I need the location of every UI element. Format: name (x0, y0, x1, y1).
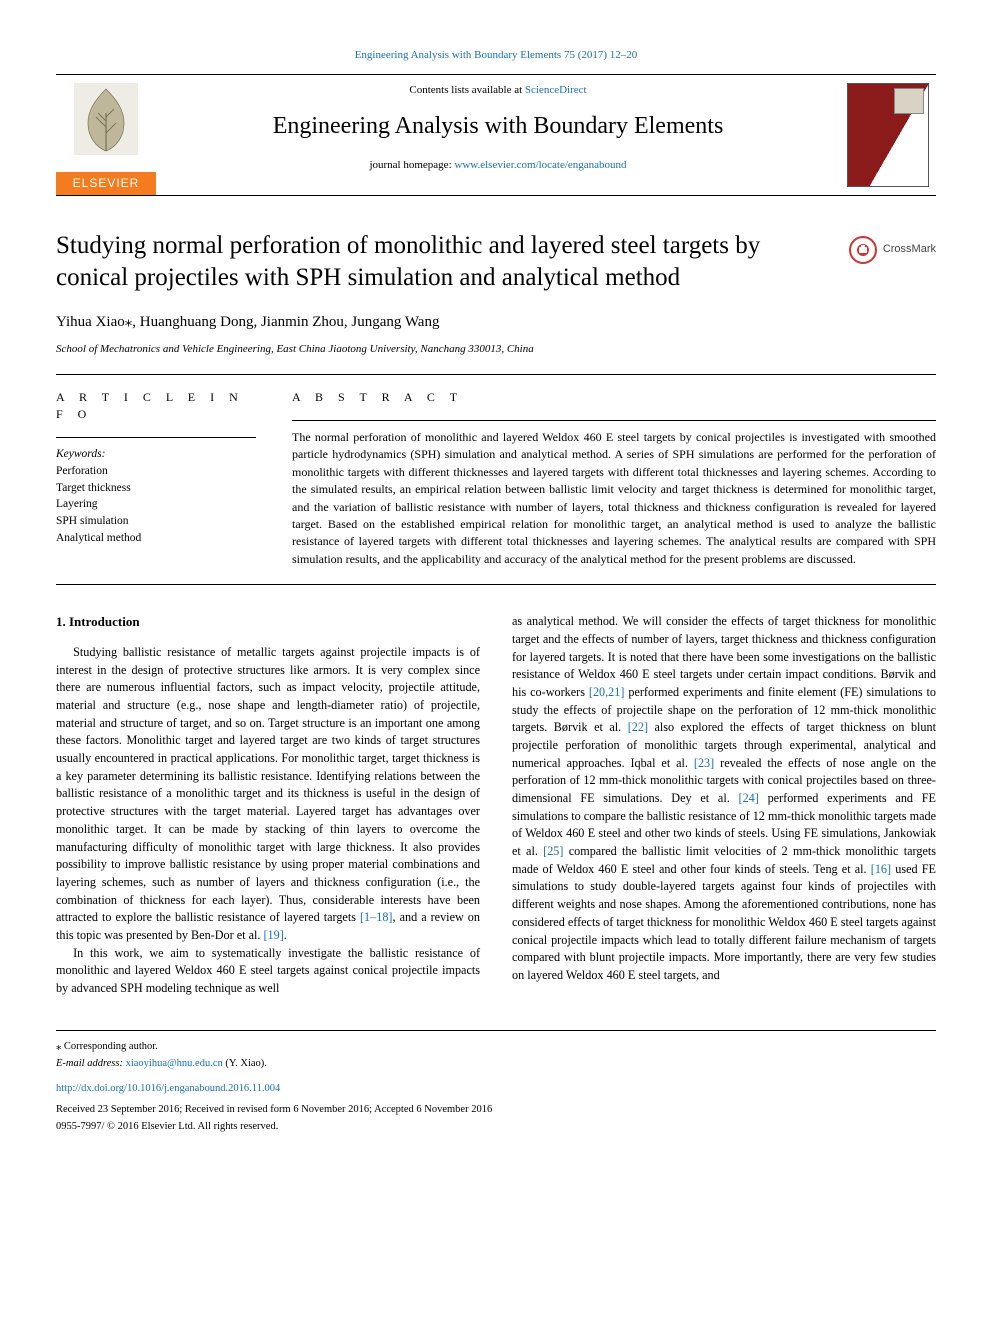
text-run: . (284, 928, 287, 942)
section-heading-1: 1. Introduction (56, 613, 480, 632)
doi-link[interactable]: http://dx.doi.org/10.1016/j.enganabound.… (56, 1083, 280, 1094)
abstract-text: The normal perforation of monolithic and… (292, 429, 936, 568)
email-label: E-mail address: (56, 1058, 126, 1069)
crossmark-label: CrossMark (883, 242, 936, 258)
divider-bottom (56, 584, 936, 585)
keyword-item: SPH simulation (56, 513, 256, 530)
ref-link-16[interactable]: [16] (871, 862, 891, 876)
body-columns: 1. Introduction Studying ballistic resis… (56, 613, 936, 998)
corresponding-author-note: ⁎ Corresponding author. (56, 1039, 936, 1054)
sciencedirect-link[interactable]: ScienceDirect (525, 84, 587, 96)
affiliation: School of Mechatronics and Vehicle Engin… (56, 342, 936, 358)
keywords-label: Keywords: (56, 446, 256, 463)
ref-link-22[interactable]: [22] (628, 720, 648, 734)
ref-link-1-18[interactable]: [1–18] (360, 910, 393, 924)
intro-paragraph-2: In this work, we aim to systematically i… (56, 945, 480, 998)
authors-line: Yihua Xiao⁎, Huanghuang Dong, Jianmin Zh… (56, 312, 936, 334)
crossmark-badge-block[interactable]: CrossMark (849, 236, 936, 264)
divider-top (56, 374, 936, 375)
email-link[interactable]: xiaoyihua@hnu.edu.cn (126, 1058, 223, 1069)
keyword-item: Analytical method (56, 530, 256, 547)
keyword-item: Target thickness (56, 480, 256, 497)
journal-header: ELSEVIER Contents lists available at Sci… (56, 74, 936, 196)
homepage-prefix: journal homepage: (369, 159, 454, 171)
info-divider (56, 437, 256, 438)
ref-link-20-21[interactable]: [20,21] (589, 685, 625, 699)
contents-line: Contents lists available at ScienceDirec… (166, 83, 830, 99)
ref-link-24[interactable]: [24] (739, 791, 759, 805)
paper-title: Studying normal perforation of monolithi… (56, 230, 831, 294)
email-line: E-mail address: xiaoyihua@hnu.edu.cn (Y.… (56, 1056, 936, 1071)
article-info-heading: A R T I C L E I N F O (56, 389, 256, 424)
homepage-link[interactable]: www.elsevier.com/locate/enganabound (454, 159, 626, 171)
ref-link-19[interactable]: [19] (263, 928, 283, 942)
title-row: Studying normal perforation of monolithi… (56, 230, 936, 294)
abstract-column: A B S T R A C T The normal perforation o… (292, 389, 936, 569)
publisher-block: ELSEVIER (56, 75, 156, 195)
article-info-column: A R T I C L E I N F O Keywords: Perforat… (56, 389, 256, 569)
elsevier-tree-icon (74, 83, 138, 155)
keyword-item: Perforation (56, 463, 256, 480)
contents-prefix: Contents lists available at (409, 84, 524, 96)
journal-cover-thumb (847, 83, 929, 187)
footer: ⁎ Corresponding author. E-mail address: … (56, 1030, 936, 1134)
authors-text: Yihua Xiao⁎, Huanghuang Dong, Jianmin Zh… (56, 314, 439, 330)
dates-line: Received 23 September 2016; Received in … (56, 1102, 936, 1117)
publisher-label: ELSEVIER (56, 172, 156, 195)
ref-link-23[interactable]: [23] (694, 756, 714, 770)
crossmark-icon (849, 236, 877, 264)
intro-paragraph-1: Studying ballistic resistance of metalli… (56, 644, 480, 945)
abstract-divider (292, 420, 936, 421)
doi-line: http://dx.doi.org/10.1016/j.enganabound.… (56, 1081, 936, 1096)
cover-block (840, 75, 936, 195)
body-col-left: 1. Introduction Studying ballistic resis… (56, 613, 480, 998)
email-suffix: (Y. Xiao). (223, 1058, 267, 1069)
info-abstract-row: A R T I C L E I N F O Keywords: Perforat… (56, 389, 936, 569)
copyright-line: 0955-7997/ © 2016 Elsevier Ltd. All righ… (56, 1119, 936, 1134)
body-col-right: as analytical method. We will consider t… (512, 613, 936, 998)
top-citation-line: Engineering Analysis with Boundary Eleme… (56, 48, 936, 64)
keywords-list: Perforation Target thickness Layering SP… (56, 463, 256, 546)
header-center: Contents lists available at ScienceDirec… (156, 75, 840, 195)
abstract-heading: A B S T R A C T (292, 389, 936, 406)
text-run: Studying ballistic resistance of metalli… (56, 645, 480, 924)
page-root: Engineering Analysis with Boundary Eleme… (0, 0, 992, 1174)
ref-link-25[interactable]: [25] (543, 844, 563, 858)
journal-title: Engineering Analysis with Boundary Eleme… (166, 109, 830, 144)
text-run: used FE simulations to study double-laye… (512, 862, 936, 982)
homepage-line: journal homepage: www.elsevier.com/locat… (166, 158, 830, 174)
intro-paragraph-2-cont: as analytical method. We will consider t… (512, 613, 936, 984)
keyword-item: Layering (56, 496, 256, 513)
top-citation-link[interactable]: Engineering Analysis with Boundary Eleme… (355, 49, 638, 61)
